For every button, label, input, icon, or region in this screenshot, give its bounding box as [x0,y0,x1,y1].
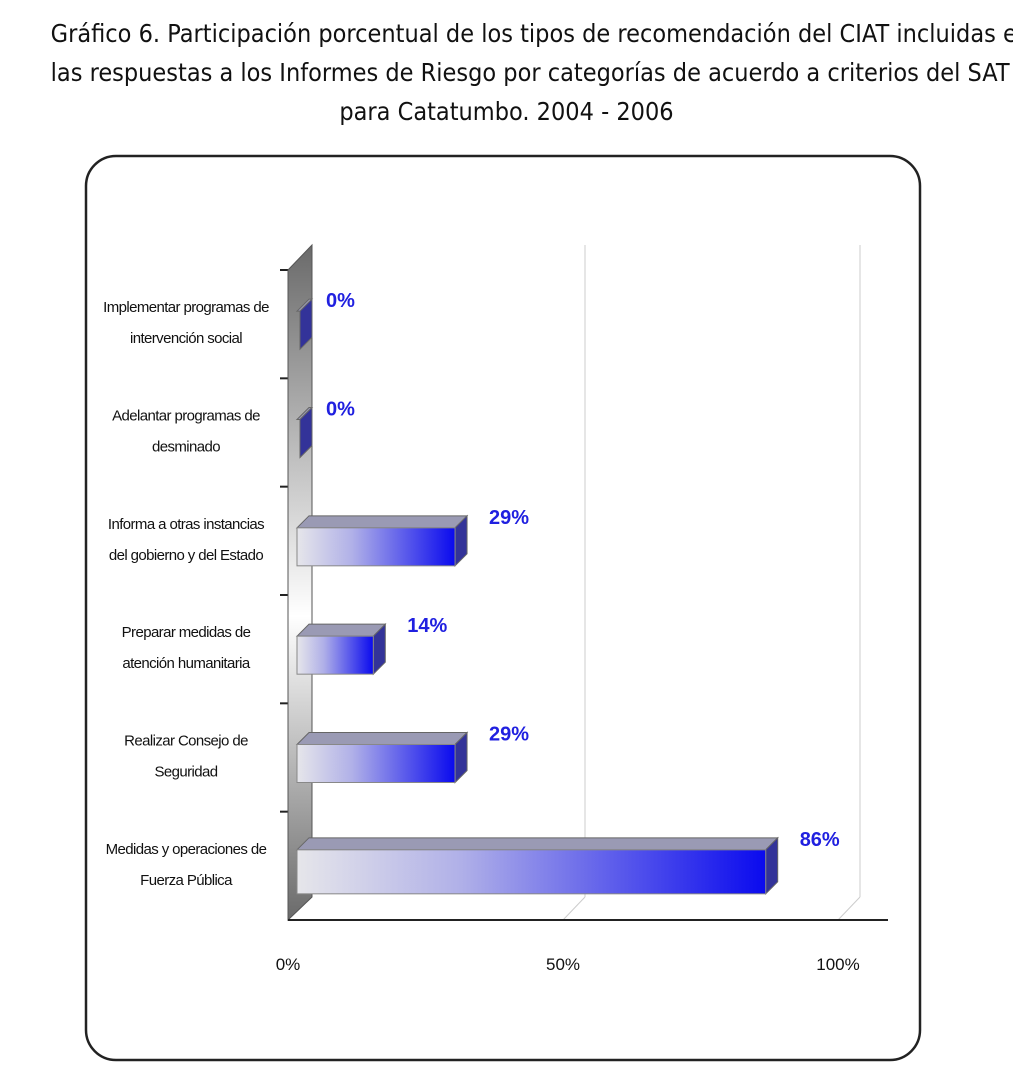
category-label: Realizar Consejo de [124,733,248,750]
bar-side [299,406,313,459]
x-tick-label: 50% [546,955,580,974]
bar [296,635,374,675]
title-line: las respuestas a los Informes de Riesgo … [50,58,1010,87]
category-label: Informa a otras instancias [108,516,264,533]
data-label: 29% [489,724,529,746]
data-label: 29% [489,507,529,529]
category-label: intervención social [130,330,242,347]
category-label: Preparar medidas de [122,624,251,641]
category-label: Implementar programas de [103,299,269,316]
bar-side [299,297,313,351]
x-tick-label: 100% [816,955,859,974]
bar-top [295,623,387,637]
gridline-floor [837,896,861,921]
category-label: Fuerza Pública [140,872,233,889]
gridline-floor [562,896,586,921]
data-label: 0% [326,290,355,312]
bar [296,744,456,783]
category-label: Seguridad [155,764,218,781]
data-label: 14% [407,615,447,637]
category-label: del gobierno y del Estado [109,547,264,564]
bar [296,527,456,567]
category-label: Adelantar programas de [112,408,260,425]
category-label: Medidas y operaciones de [106,841,267,858]
title-line: Gráfico 6. Participación porcentual de l… [50,19,1013,48]
category-label: desminado [152,439,220,456]
bar-top [295,837,779,851]
bar-top [295,732,469,745]
bar [296,849,767,895]
x-tick-label: 0% [276,955,301,974]
data-label: 86% [800,829,840,851]
chart-frame [84,154,922,1062]
category-label: atención humanitaria [122,655,251,672]
title-line: para Catatumbo. 2004 - 2006 [339,97,674,126]
chart-title: Gráfico 6. Participación porcentual de l… [50,14,1013,131]
bar-top [295,515,469,529]
data-label: 0% [326,399,355,421]
